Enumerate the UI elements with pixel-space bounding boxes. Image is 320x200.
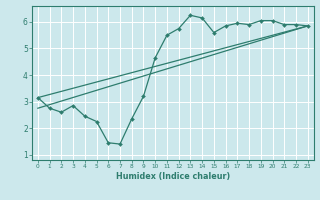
X-axis label: Humidex (Indice chaleur): Humidex (Indice chaleur): [116, 172, 230, 181]
